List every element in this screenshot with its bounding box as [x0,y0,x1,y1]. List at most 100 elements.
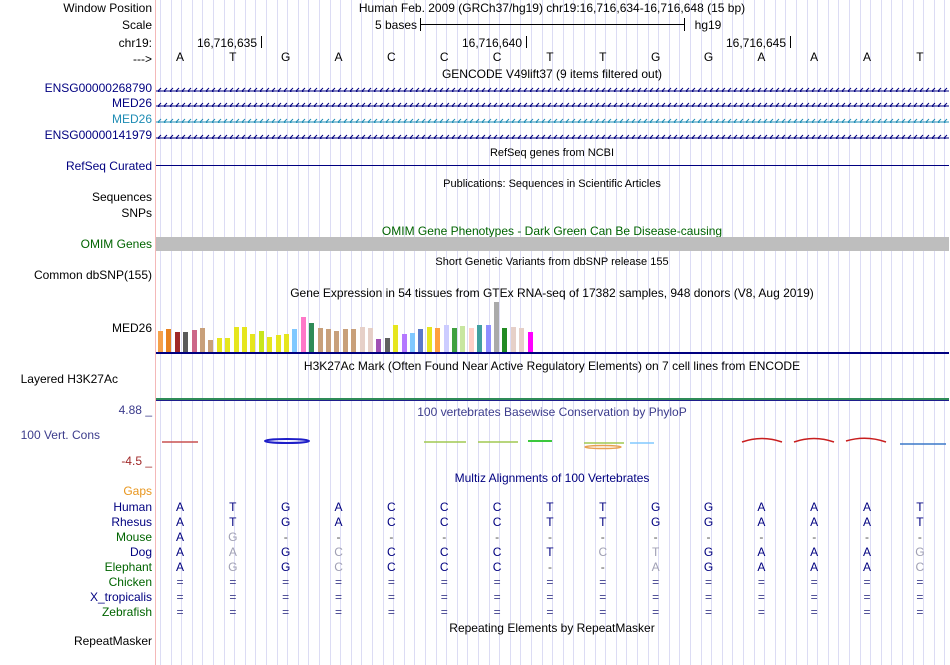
gtex-bar[interactable] [342,329,348,354]
repeatmasker-label[interactable]: RepeatMasker [73,634,152,648]
aligned-base: = [282,605,290,619]
gtex-bar[interactable] [410,333,415,354]
aligned-base: - [759,530,764,544]
species-label[interactable]: Elephant [104,560,152,574]
phylop-plot[interactable] [156,425,950,455]
gtex-bar[interactable] [225,338,231,354]
aligned-base: A [334,515,343,529]
gtex-bar[interactable] [208,340,214,354]
gene-arrow-row[interactable] [156,84,949,92]
aligned-base: = [863,590,871,604]
gtex-bar[interactable] [393,325,399,354]
gtex-bar[interactable] [334,331,340,354]
gtex-bar[interactable] [494,302,499,354]
species-label[interactable]: Rhesus [111,515,152,529]
gtex-bar[interactable] [460,326,466,354]
gene-label-med26[interactable]: MED26 [111,96,152,110]
refseq-gene-line[interactable] [156,165,949,166]
gtex-bar[interactable] [519,328,525,354]
aligned-base: - [495,530,500,544]
gtex-bar[interactable] [166,329,172,354]
gtex-label[interactable]: MED26 [111,321,152,335]
gtex-bar[interactable] [275,335,281,354]
grid-line [774,0,776,665]
aligned-base: = [652,605,660,619]
phylop-label[interactable]: 100 Vert. Cons [20,428,100,442]
grid-line [849,0,850,665]
aligned-base: A [863,515,872,529]
omim-bar[interactable] [156,237,949,251]
species-label[interactable]: Zebrafish [101,605,152,619]
gtex-bar[interactable] [384,338,390,354]
gtex-bar[interactable] [158,331,163,354]
gtex-bar[interactable] [510,327,516,354]
gene-label-med26-alt[interactable]: MED26 [111,112,152,126]
gtex-bar[interactable] [485,325,491,354]
gtex-bar[interactable] [258,331,264,354]
grid-line [213,0,214,665]
gtex-bar[interactable] [418,329,424,354]
phylop-seg-10 [793,437,835,443]
gtex-bar[interactable] [502,328,508,354]
coord-3: 16,716,645 [725,36,787,50]
sequences-label[interactable]: Sequences [91,190,152,204]
gene-arrow-row[interactable] [156,131,949,139]
aligned-base: G [915,545,925,559]
gtex-bar[interactable] [309,323,315,354]
aligned-base: - [706,530,711,544]
omim-label[interactable]: OMIM Genes [80,237,152,251]
gtex-bar[interactable] [191,330,197,354]
aligned-base: = [757,590,765,604]
gtex-bar[interactable] [468,328,474,354]
gene-arrow-row[interactable] [156,115,949,123]
species-label[interactable]: Chicken [108,575,152,589]
gtex-bar[interactable] [174,332,180,354]
dbsnp-label[interactable]: Common dbSNP(155) [33,268,152,282]
gtex-bar[interactable] [233,327,239,354]
gtex-bar[interactable] [443,325,449,354]
gtex-bar[interactable] [292,329,298,354]
gtex-bar[interactable] [426,327,432,354]
gene-arrow-row[interactable] [156,99,949,107]
gene-label-ensg00000268790[interactable]: ENSG00000268790 [44,81,152,95]
gtex-bar[interactable] [452,328,457,354]
aligned-base: G [703,500,714,514]
gtex-bar-chart[interactable] [156,300,556,354]
gtex-bar[interactable] [267,337,273,354]
gtex-bar[interactable] [435,328,441,354]
species-label[interactable]: Mouse [115,530,152,544]
reference-base: G [281,50,291,64]
phylop-max: 4.88 _ [118,403,152,417]
gtex-bar[interactable] [359,327,365,354]
gtex-bar[interactable] [376,339,382,354]
gtex-bar[interactable] [250,334,256,354]
gtex-bar[interactable] [527,332,533,354]
gtex-bar[interactable] [200,328,205,354]
gtex-bar[interactable] [300,317,306,354]
refseq-label[interactable]: RefSeq Curated [65,159,152,173]
species-label[interactable]: Human [113,500,152,514]
gtex-bar[interactable] [401,334,407,354]
snps-label[interactable]: SNPs [121,206,152,220]
gtex-bar[interactable] [216,338,222,354]
gtex-bar[interactable] [477,325,483,354]
scale-assembly: hg19 [694,18,722,32]
aligned-base: A [175,500,185,514]
gtex-bar[interactable] [183,332,189,354]
gtex-bar[interactable] [326,329,331,354]
gtex-bar[interactable] [351,329,357,354]
gtex-bar[interactable] [242,327,247,354]
species-label[interactable]: Dog [129,545,152,559]
h3k27ac-label[interactable]: Layered H3K27Ac [20,372,118,386]
gtex-bar[interactable] [284,334,289,354]
reference-base: G [703,50,714,64]
repeatmasker-title: Repeating Elements by RepeatMasker [449,621,655,635]
gtex-bar[interactable] [368,328,373,354]
species-label[interactable]: X_tropicalis [89,590,152,604]
gene-label-ensg00000141979[interactable]: ENSG00000141979 [44,128,152,142]
gtex-bar[interactable] [317,328,323,354]
aligned-base: C [334,560,343,574]
aligned-base: = [704,590,713,604]
grid-line [711,0,713,665]
